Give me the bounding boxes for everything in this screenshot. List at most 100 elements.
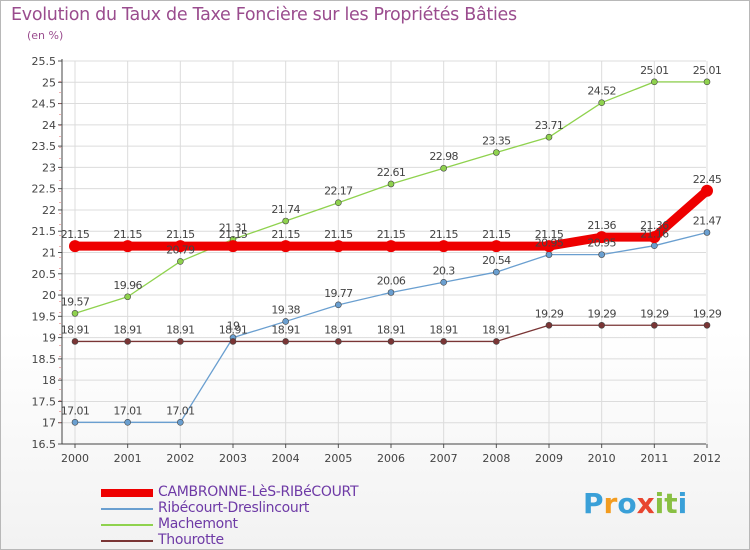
data-label: 21.15: [219, 228, 248, 241]
data-label: 18.91: [482, 323, 511, 336]
x-tick-label: 2011: [640, 452, 668, 465]
data-point: [598, 321, 605, 329]
data-label: 18.91: [61, 323, 90, 336]
legend-label: Thourotte: [158, 532, 224, 548]
data-label: 22.61: [377, 166, 406, 179]
y-tick-label: 25: [42, 76, 56, 89]
data-label: 19.29: [587, 307, 616, 320]
data-point: [543, 240, 555, 253]
data-label: 23.71: [535, 119, 564, 132]
data-point: [71, 338, 79, 345]
data-point: [703, 78, 711, 86]
y-tick-label: 22: [42, 204, 56, 217]
data-label: 17.01: [166, 404, 195, 417]
data-label: 17.01: [113, 404, 142, 417]
logo-letter: t: [664, 487, 678, 520]
data-label: 19.77: [324, 287, 353, 300]
data-point: [387, 180, 395, 188]
data-point: [177, 258, 184, 265]
data-point: [440, 338, 447, 345]
data-label: 18.91: [219, 323, 248, 336]
data-point: [332, 240, 345, 253]
data-label: 20.79: [166, 243, 195, 256]
logo-letter: P: [583, 487, 604, 520]
x-tick-label: 2009: [535, 452, 563, 465]
data-label: 18.91: [113, 323, 142, 336]
x-tick-label: 2001: [114, 452, 142, 465]
data-label: 21.15: [166, 228, 195, 241]
data-point: [493, 268, 500, 276]
data-label: 21.15: [324, 228, 353, 241]
data-label: 20.95: [587, 237, 616, 250]
y-tick-label: 19.5: [32, 310, 57, 323]
data-point: [229, 338, 237, 345]
data-point: [598, 99, 605, 107]
data-label: 18.91: [429, 323, 458, 336]
y-tick-label: 16.5: [32, 438, 57, 451]
data-label: 21.15: [377, 228, 406, 241]
data-label: 19.57: [61, 295, 90, 308]
data-label: 20.95: [535, 237, 564, 250]
data-label: 21.15: [482, 228, 511, 241]
y-tick-label: 17: [42, 417, 56, 430]
x-tick-label: 2010: [588, 452, 616, 465]
legend-label: CAMBRONNE-LèS-RIBéCOURT: [158, 484, 359, 500]
logo-letter: r: [603, 487, 618, 520]
data-point: [69, 240, 81, 253]
data-point: [493, 149, 500, 156]
data-labels: 21.15 21.15 21.15 21.15 21.15 21.15 21.15 21.15…: [61, 64, 723, 417]
data-label: 18.91: [377, 323, 406, 336]
y-tick-label: 23.5: [32, 140, 57, 153]
data-point: [440, 278, 447, 286]
data-point: [335, 301, 342, 309]
data-point: [71, 418, 79, 426]
data-label: 21.16: [640, 228, 669, 241]
data-label: 21.15: [61, 228, 90, 241]
x-tick-label: 2012: [693, 452, 721, 465]
data-label: 22.45: [693, 173, 722, 186]
data-label: 19: [227, 320, 240, 333]
data-label: 22.17: [324, 185, 353, 198]
data-label: 21.36: [587, 219, 616, 232]
data-label: 20.54: [482, 254, 511, 267]
data-point: [440, 164, 447, 172]
y-tick-label: 17.5: [32, 395, 57, 408]
data-point: [71, 310, 79, 317]
data-label: 21.31: [219, 221, 248, 234]
data-label: 21.15: [535, 228, 564, 241]
unit-label: (en %): [27, 29, 64, 42]
data-label: 19.29: [693, 307, 722, 320]
data-point: [335, 338, 342, 345]
data-point: [651, 242, 658, 249]
data-point: [177, 418, 184, 426]
data-label: 20.06: [377, 275, 406, 288]
data-point: [335, 199, 342, 207]
data-point: [651, 78, 658, 86]
y-tick-label: 18.5: [32, 353, 57, 366]
data-label: 20.3: [433, 264, 456, 277]
data-point: [493, 338, 500, 345]
data-point: [279, 240, 292, 253]
x-tick-label: 2004: [272, 452, 300, 465]
logo-letter: i: [654, 487, 665, 520]
data-label: 22.98: [429, 150, 458, 163]
data-point: [385, 240, 397, 253]
x-tick-label: 2003: [219, 452, 247, 465]
data-point: [598, 251, 605, 258]
data-label: 21.15: [113, 228, 142, 241]
data-point: [282, 217, 289, 225]
brand-logo: Proxiti: [583, 487, 687, 520]
data-point: [437, 240, 450, 253]
data-label: 21.36: [640, 219, 669, 232]
data-point: [124, 338, 131, 345]
data-point: [703, 321, 711, 329]
data-label: 19.38: [271, 303, 300, 316]
data-label: 25.01: [640, 64, 669, 77]
logo-letter: o: [617, 487, 637, 520]
legend-swatch: [101, 540, 153, 542]
x-tick-label: 2008: [482, 452, 510, 465]
grid: [62, 60, 708, 445]
y-tick-label: 18: [42, 374, 56, 387]
